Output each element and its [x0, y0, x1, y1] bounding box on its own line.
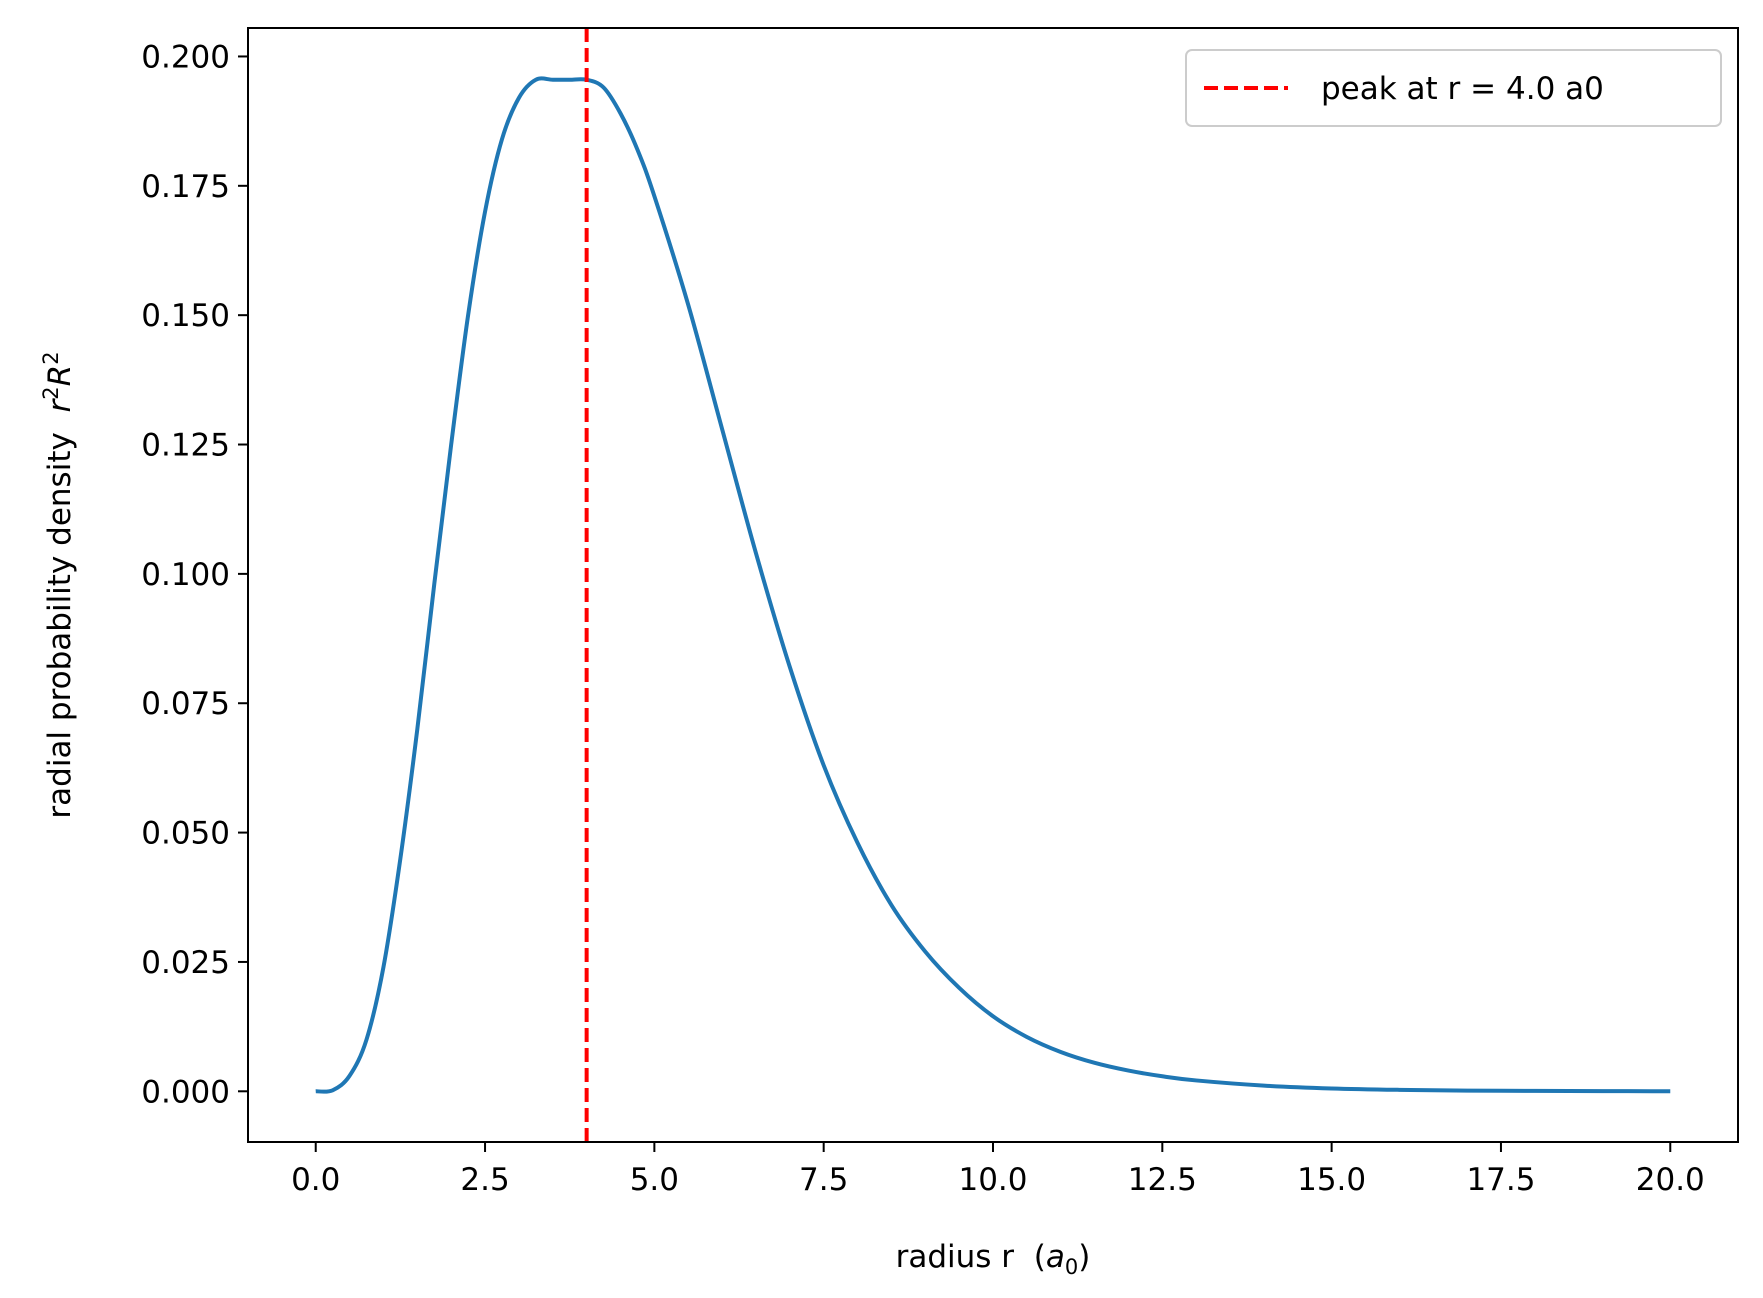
x-tick-label: 5.0: [630, 1162, 679, 1198]
y-tick-label: 0.050: [141, 816, 230, 852]
y-axis-label: radial probability density r2R2: [39, 351, 78, 818]
y-axis-label-r: r: [42, 397, 78, 412]
y-tick-label: 0.025: [141, 945, 230, 981]
y-tick-label: 0.000: [141, 1074, 230, 1110]
y-axis-label-gap: [42, 412, 78, 432]
y-ticks: 0.000 0.025 0.050 0.075 0.100 0.125 0.150 0.175…: [141, 39, 248, 1110]
legend: peak at r = 4.0 a0: [1185, 49, 1722, 127]
x-tick-label: 7.5: [799, 1162, 848, 1198]
y-tick-label: 0.100: [141, 557, 230, 593]
legend-box: [1185, 49, 1722, 127]
x-axis-label-open-paren: (: [1014, 1239, 1046, 1275]
y-axis-label-R-sup: 2: [39, 351, 63, 364]
x-tick-label: 12.5: [1128, 1162, 1197, 1198]
x-axis-label-unit-sub: 0: [1065, 1255, 1078, 1279]
legend-label-peak: peak at r = 4.0 a0: [1321, 71, 1604, 107]
x-tick-label: 10.0: [958, 1162, 1027, 1198]
series-line-0: [315, 76, 1671, 1094]
y-axis-label-text: radial probability density: [42, 432, 78, 818]
x-tick-label: 17.5: [1466, 1162, 1535, 1198]
y-axis-label-r-sup: 2: [39, 386, 63, 399]
y-tick-label: 0.075: [141, 686, 230, 722]
x-axis-label: radius r (a0): [896, 1239, 1091, 1279]
x-tick-label: 15.0: [1297, 1162, 1366, 1198]
y-tick-label: 0.175: [141, 169, 230, 205]
axes-frame: [247, 27, 1739, 1143]
y-tick-label: 0.150: [141, 298, 230, 334]
y-tick-label: 0.125: [141, 428, 230, 464]
y-tick-label: 0.200: [141, 39, 230, 75]
x-tick-label: 0.0: [291, 1162, 340, 1198]
x-axis-label-close-paren: ): [1078, 1239, 1090, 1275]
x-axis-label-text: radius r: [896, 1239, 1015, 1275]
x-axis-label-unit: a: [1046, 1239, 1065, 1275]
x-tick-label: 2.5: [460, 1162, 509, 1198]
x-tick-label: 20.0: [1636, 1162, 1705, 1198]
y-axis-label-R: R: [42, 365, 78, 387]
x-ticks: 0.0 2.5 5.0 7.5 10.0 12.5 15.0 17.5 20.0: [291, 1142, 1705, 1198]
plot-layer: [315, 28, 1671, 1142]
